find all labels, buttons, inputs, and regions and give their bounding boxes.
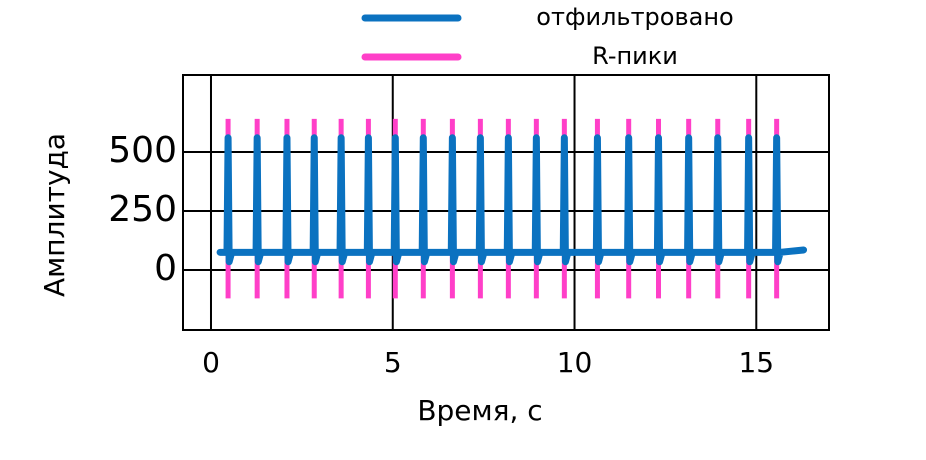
x-axis-label: Время, с — [417, 394, 542, 427]
y-axis-label: Амплитуда — [38, 133, 71, 297]
y-tick-label: 500 — [108, 130, 177, 171]
x-tick-label: 5 — [384, 346, 402, 379]
x-tick-label: 0 — [202, 346, 220, 379]
x-tick-label: 15 — [738, 346, 774, 379]
y-tick-label: 250 — [108, 189, 177, 230]
legend-label: R-пики — [592, 42, 678, 70]
plot-frame — [182, 74, 830, 331]
signal-line — [216, 134, 808, 266]
x-tick-label: 10 — [557, 346, 593, 379]
legend-label: отфильтровано — [536, 3, 733, 31]
y-tick-label: 0 — [154, 248, 177, 289]
